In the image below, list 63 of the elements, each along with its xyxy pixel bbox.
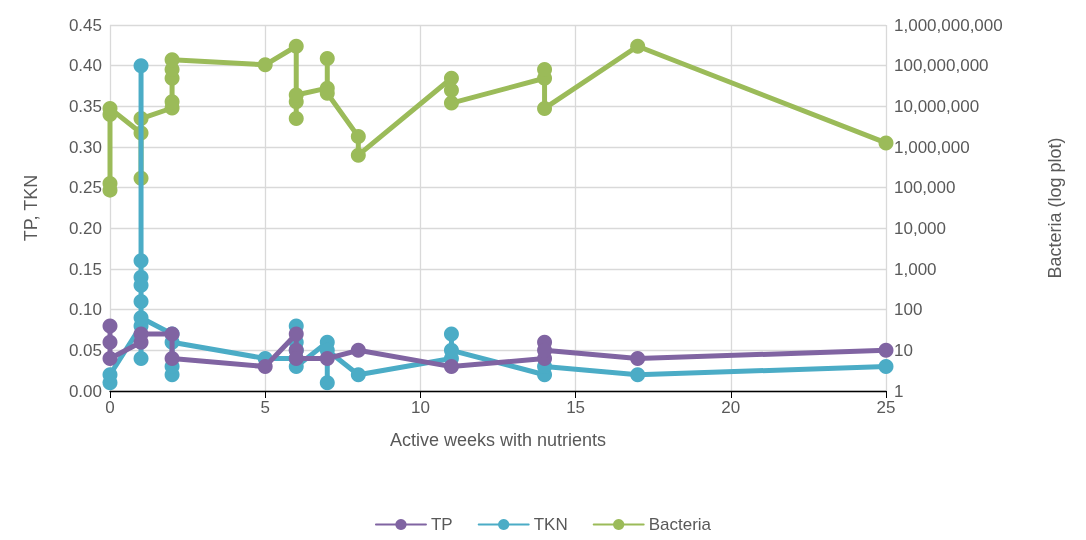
x-tick-label: 10 — [410, 398, 430, 417]
y2-tick-label: 1 — [894, 381, 904, 401]
y-tick-label: 0.15 — [68, 259, 102, 279]
point — [102, 318, 118, 334]
y2-tick-label: 1,000 — [894, 259, 937, 279]
point — [133, 294, 149, 310]
y2-tick-label: 10,000 — [894, 218, 946, 238]
y2-tick-label: 100 — [894, 300, 923, 320]
x-tick-label: 5 — [260, 398, 270, 417]
x-tick-label: 25 — [876, 398, 896, 417]
point — [102, 334, 118, 350]
point — [102, 350, 118, 366]
point — [319, 350, 335, 366]
point — [288, 38, 304, 54]
point — [537, 100, 553, 116]
point — [257, 57, 273, 73]
y2-tick-label: 100,000 — [894, 178, 956, 198]
point — [630, 367, 646, 383]
y-tick-label: 0.40 — [68, 56, 102, 76]
y-tick-label: 0.25 — [68, 178, 102, 198]
y2-tick-label: 1,000,000,000 — [894, 15, 1003, 35]
y-tick-label: 0.10 — [68, 300, 102, 320]
point — [443, 82, 459, 98]
point — [630, 38, 646, 54]
point — [257, 359, 273, 375]
point — [350, 147, 366, 163]
point — [133, 350, 149, 366]
point — [319, 375, 335, 391]
point — [878, 359, 894, 375]
y-tick-label: 0.00 — [68, 381, 102, 401]
legend-label: TP — [430, 515, 453, 534]
point — [350, 129, 366, 145]
point — [164, 350, 180, 366]
point — [878, 135, 894, 151]
point — [133, 253, 149, 269]
x-tick-label: 20 — [721, 398, 741, 417]
point — [133, 58, 149, 74]
point — [350, 367, 366, 383]
y2-axis-title: Bacteria (log plot) — [1045, 137, 1065, 279]
point — [630, 350, 646, 366]
x-tick-label: 15 — [566, 398, 586, 417]
point — [319, 51, 335, 66]
point — [443, 326, 459, 342]
point — [288, 111, 304, 127]
legend-label: Bacteria — [648, 515, 712, 534]
point — [443, 359, 459, 375]
y2-tick-label: 10,000,000 — [894, 96, 980, 116]
y2-tick-label: 100,000,000 — [894, 56, 989, 76]
legend-label: TKN — [533, 515, 568, 534]
point — [288, 326, 304, 342]
y-tick-label: 0.20 — [68, 218, 102, 238]
y-axis-title: TP, TKN — [21, 174, 41, 242]
x-tick-label: 0 — [105, 398, 115, 417]
y2-tick-label: 1,000,000 — [894, 137, 970, 157]
y-tick-label: 0.45 — [68, 15, 102, 35]
y-tick-label: 0.35 — [68, 96, 102, 116]
x-axis-title: Active weeks with nutrients — [389, 430, 607, 450]
point — [350, 342, 366, 358]
y-tick-label: 0.05 — [68, 340, 102, 360]
point — [878, 342, 894, 358]
y-tick-label: 0.30 — [68, 137, 102, 157]
point — [443, 95, 459, 111]
y2-tick-label: 10 — [894, 340, 913, 360]
